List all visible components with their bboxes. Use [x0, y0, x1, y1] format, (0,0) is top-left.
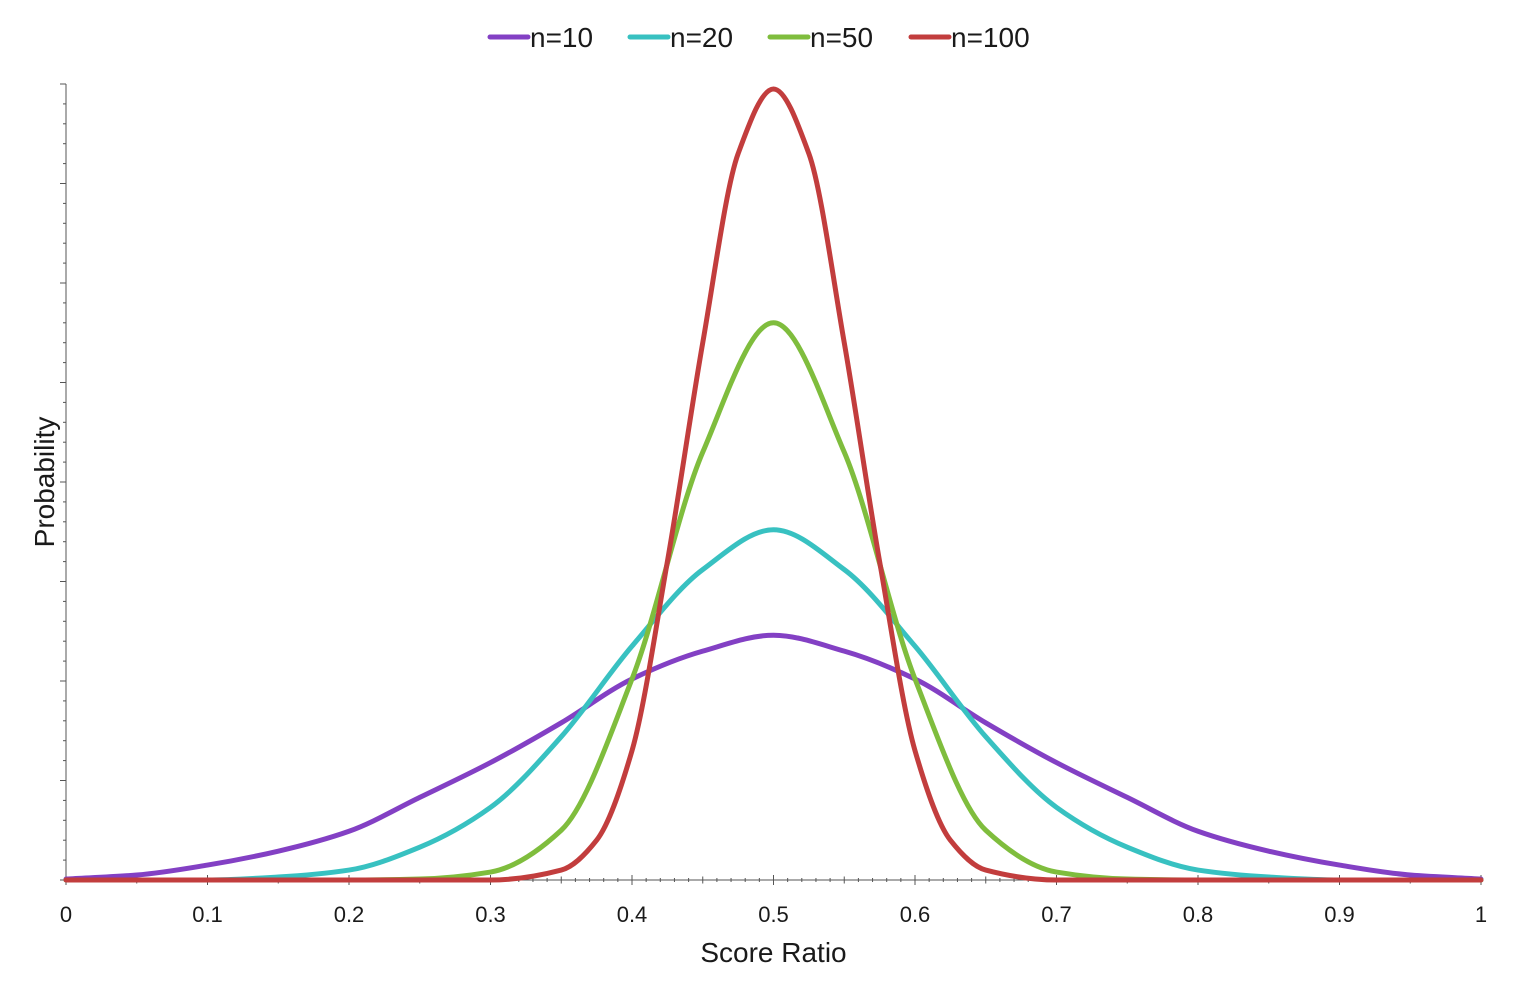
x-tick-label: 0.8	[1183, 902, 1214, 927]
x-tick-label: 0.5	[758, 902, 789, 927]
series-line-n-10	[63, 632, 1484, 882]
x-tick-label: 0.3	[475, 902, 506, 927]
x-axis: 0 0.1 0.2 0.3 0.4 0.5 0.6 0.7 0.8 0.9 1	[60, 875, 1487, 927]
series-line-n-100	[63, 86, 1484, 883]
x-tick-label: 0	[60, 902, 72, 927]
series-line-n-20	[63, 527, 1484, 883]
series-line-n-50	[63, 320, 1484, 883]
x-tick-label: 0.7	[1041, 902, 1072, 927]
y-axis-title: Probability	[29, 417, 60, 548]
x-tick-label: 0.4	[617, 902, 648, 927]
x-tick-label: 0.9	[1324, 902, 1355, 927]
y-axis	[60, 83, 67, 881]
legend-label: n=10	[530, 22, 593, 53]
series-lines	[63, 86, 1484, 883]
legend: n=10 n=20 n=50 n=100	[487, 22, 1030, 53]
x-tick-label: 0.2	[334, 902, 365, 927]
legend-label: n=50	[810, 22, 873, 53]
x-axis-title: Score Ratio	[700, 937, 846, 968]
legend-label: n=100	[951, 22, 1030, 53]
x-tick-label: 1	[1475, 902, 1487, 927]
legend-label: n=20	[670, 22, 733, 53]
x-tick-label: 0.6	[900, 902, 931, 927]
x-tick-label: 0.1	[192, 902, 223, 927]
